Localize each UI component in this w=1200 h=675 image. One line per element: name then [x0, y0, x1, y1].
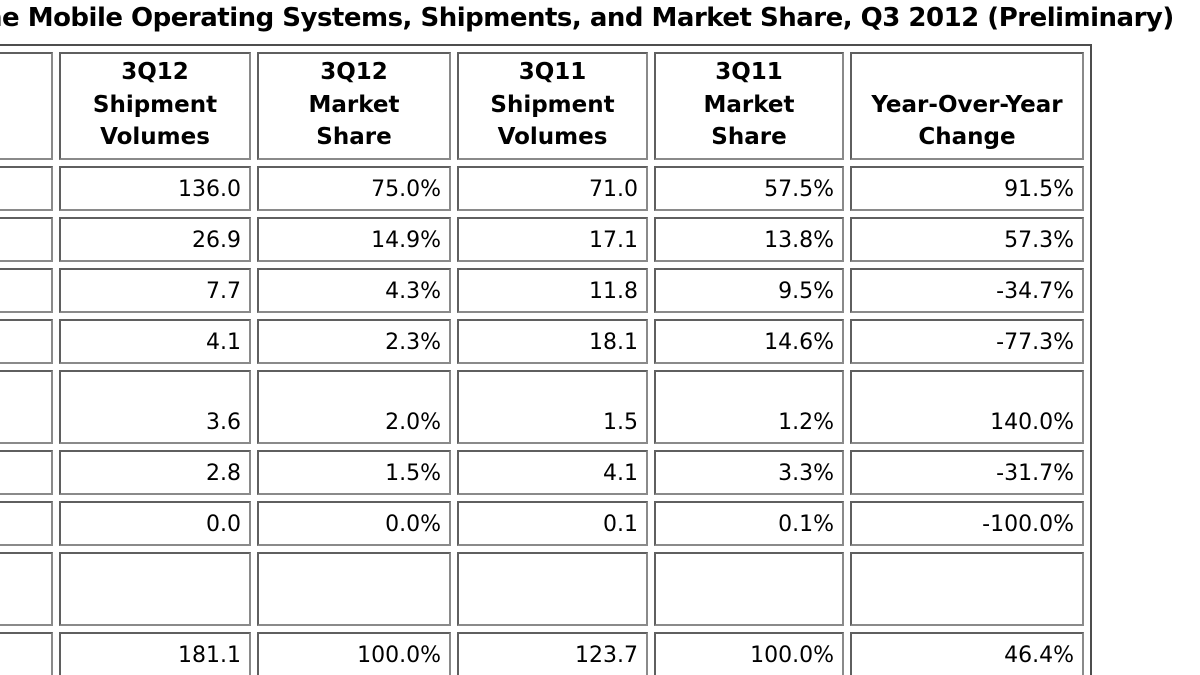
cell-3q12-volume: [59, 551, 251, 626]
column-header-3q11-share: 3Q11 Market Share: [654, 52, 844, 160]
cell-yoy-change: 91.5%: [850, 165, 1084, 211]
cell-3q12-volume: 7.7: [59, 267, 251, 313]
cell-3q12-volume: 3.6: [59, 369, 251, 444]
table-row: 26.9 14.9% 17.1 13.8% 57.3%: [0, 216, 1084, 262]
cell-3q12-volume: 136.0: [59, 165, 251, 211]
table-row: 7.7 4.3% 11.8 9.5% -34.7%: [0, 267, 1084, 313]
cell-3q11-share: 9.5%: [654, 267, 844, 313]
cell-3q12-share: 14.9%: [257, 216, 451, 262]
cell-3q11-share: [654, 551, 844, 626]
cell-3q11-share: 14.6%: [654, 318, 844, 364]
cell-3q11-volume: 71.0: [457, 165, 648, 211]
table-row: 136.0 75.0% 71.0 57.5% 91.5%: [0, 165, 1084, 211]
cell-3q12-volume: 4.1: [59, 318, 251, 364]
cell-3q11-volume: 1.5: [457, 369, 648, 444]
cell-yoy-change: -77.3%: [850, 318, 1084, 364]
cell-3q12-share: 4.3%: [257, 267, 451, 313]
cell-os: [0, 369, 53, 444]
table-row-total: 181.1 100.0% 123.7 100.0% 46.4%: [0, 631, 1084, 675]
table-row: 2.8 1.5% 4.1 3.3% -31.7%: [0, 449, 1084, 495]
cell-os: [0, 216, 53, 262]
column-header-os: [0, 52, 53, 160]
cell-yoy-change: -34.7%: [850, 267, 1084, 313]
cell-3q12-share: 0.0%: [257, 500, 451, 546]
column-header-3q11-volumes: 3Q11 Shipment Volumes: [457, 52, 648, 160]
cell-3q12-share: 1.5%: [257, 449, 451, 495]
page-title: ne Mobile Operating Systems, Shipments, …: [0, 3, 1174, 33]
table-row: 4.1 2.3% 18.1 14.6% -77.3%: [0, 318, 1084, 364]
cell-3q11-volume: 18.1: [457, 318, 648, 364]
cell-os: [0, 631, 53, 675]
cell-yoy-change: 46.4%: [850, 631, 1084, 675]
cell-3q11-volume: [457, 551, 648, 626]
cell-3q12-volume: 0.0: [59, 500, 251, 546]
cell-3q11-share: 0.1%: [654, 500, 844, 546]
cell-3q11-volume: 11.8: [457, 267, 648, 313]
cell-3q11-share: 57.5%: [654, 165, 844, 211]
cell-3q11-share: 3.3%: [654, 449, 844, 495]
column-header-3q12-volumes: 3Q12 Shipment Volumes: [59, 52, 251, 160]
cell-yoy-change: -100.0%: [850, 500, 1084, 546]
cell-yoy-change: -31.7%: [850, 449, 1084, 495]
cell-3q11-volume: 17.1: [457, 216, 648, 262]
cell-os: [0, 267, 53, 313]
cell-3q12-share: [257, 551, 451, 626]
cell-3q11-volume: 123.7: [457, 631, 648, 675]
cell-3q12-volume: 26.9: [59, 216, 251, 262]
cell-yoy-change: 57.3%: [850, 216, 1084, 262]
cell-3q11-share: 13.8%: [654, 216, 844, 262]
cell-3q12-share: 75.0%: [257, 165, 451, 211]
table-row: 3.6 2.0% 1.5 1.2% 140.0%: [0, 369, 1084, 444]
column-header-3q12-share: 3Q12 Market Share: [257, 52, 451, 160]
header-row: 3Q12 Shipment Volumes 3Q12 Market Share …: [0, 52, 1084, 160]
column-header-yoy-change: Year-Over-Year Change: [850, 52, 1084, 160]
cell-yoy-change: 140.0%: [850, 369, 1084, 444]
cell-3q11-volume: 0.1: [457, 500, 648, 546]
cell-yoy-change: [850, 551, 1084, 626]
market-share-table: 3Q12 Shipment Volumes 3Q12 Market Share …: [0, 44, 1092, 675]
cell-3q12-volume: 181.1: [59, 631, 251, 675]
cell-os: [0, 551, 53, 626]
cell-os: [0, 318, 53, 364]
cell-os: [0, 165, 53, 211]
cell-3q11-volume: 4.1: [457, 449, 648, 495]
cell-3q12-share: 100.0%: [257, 631, 451, 675]
table-row-empty: [0, 551, 1084, 626]
cell-os: [0, 500, 53, 546]
cell-os: [0, 449, 53, 495]
table-row: 0.0 0.0% 0.1 0.1% -100.0%: [0, 500, 1084, 546]
cell-3q11-share: 100.0%: [654, 631, 844, 675]
table-container: 3Q12 Shipment Volumes 3Q12 Market Share …: [0, 44, 1092, 675]
cell-3q12-volume: 2.8: [59, 449, 251, 495]
cell-3q11-share: 1.2%: [654, 369, 844, 444]
cell-3q12-share: 2.3%: [257, 318, 451, 364]
cell-3q12-share: 2.0%: [257, 369, 451, 444]
